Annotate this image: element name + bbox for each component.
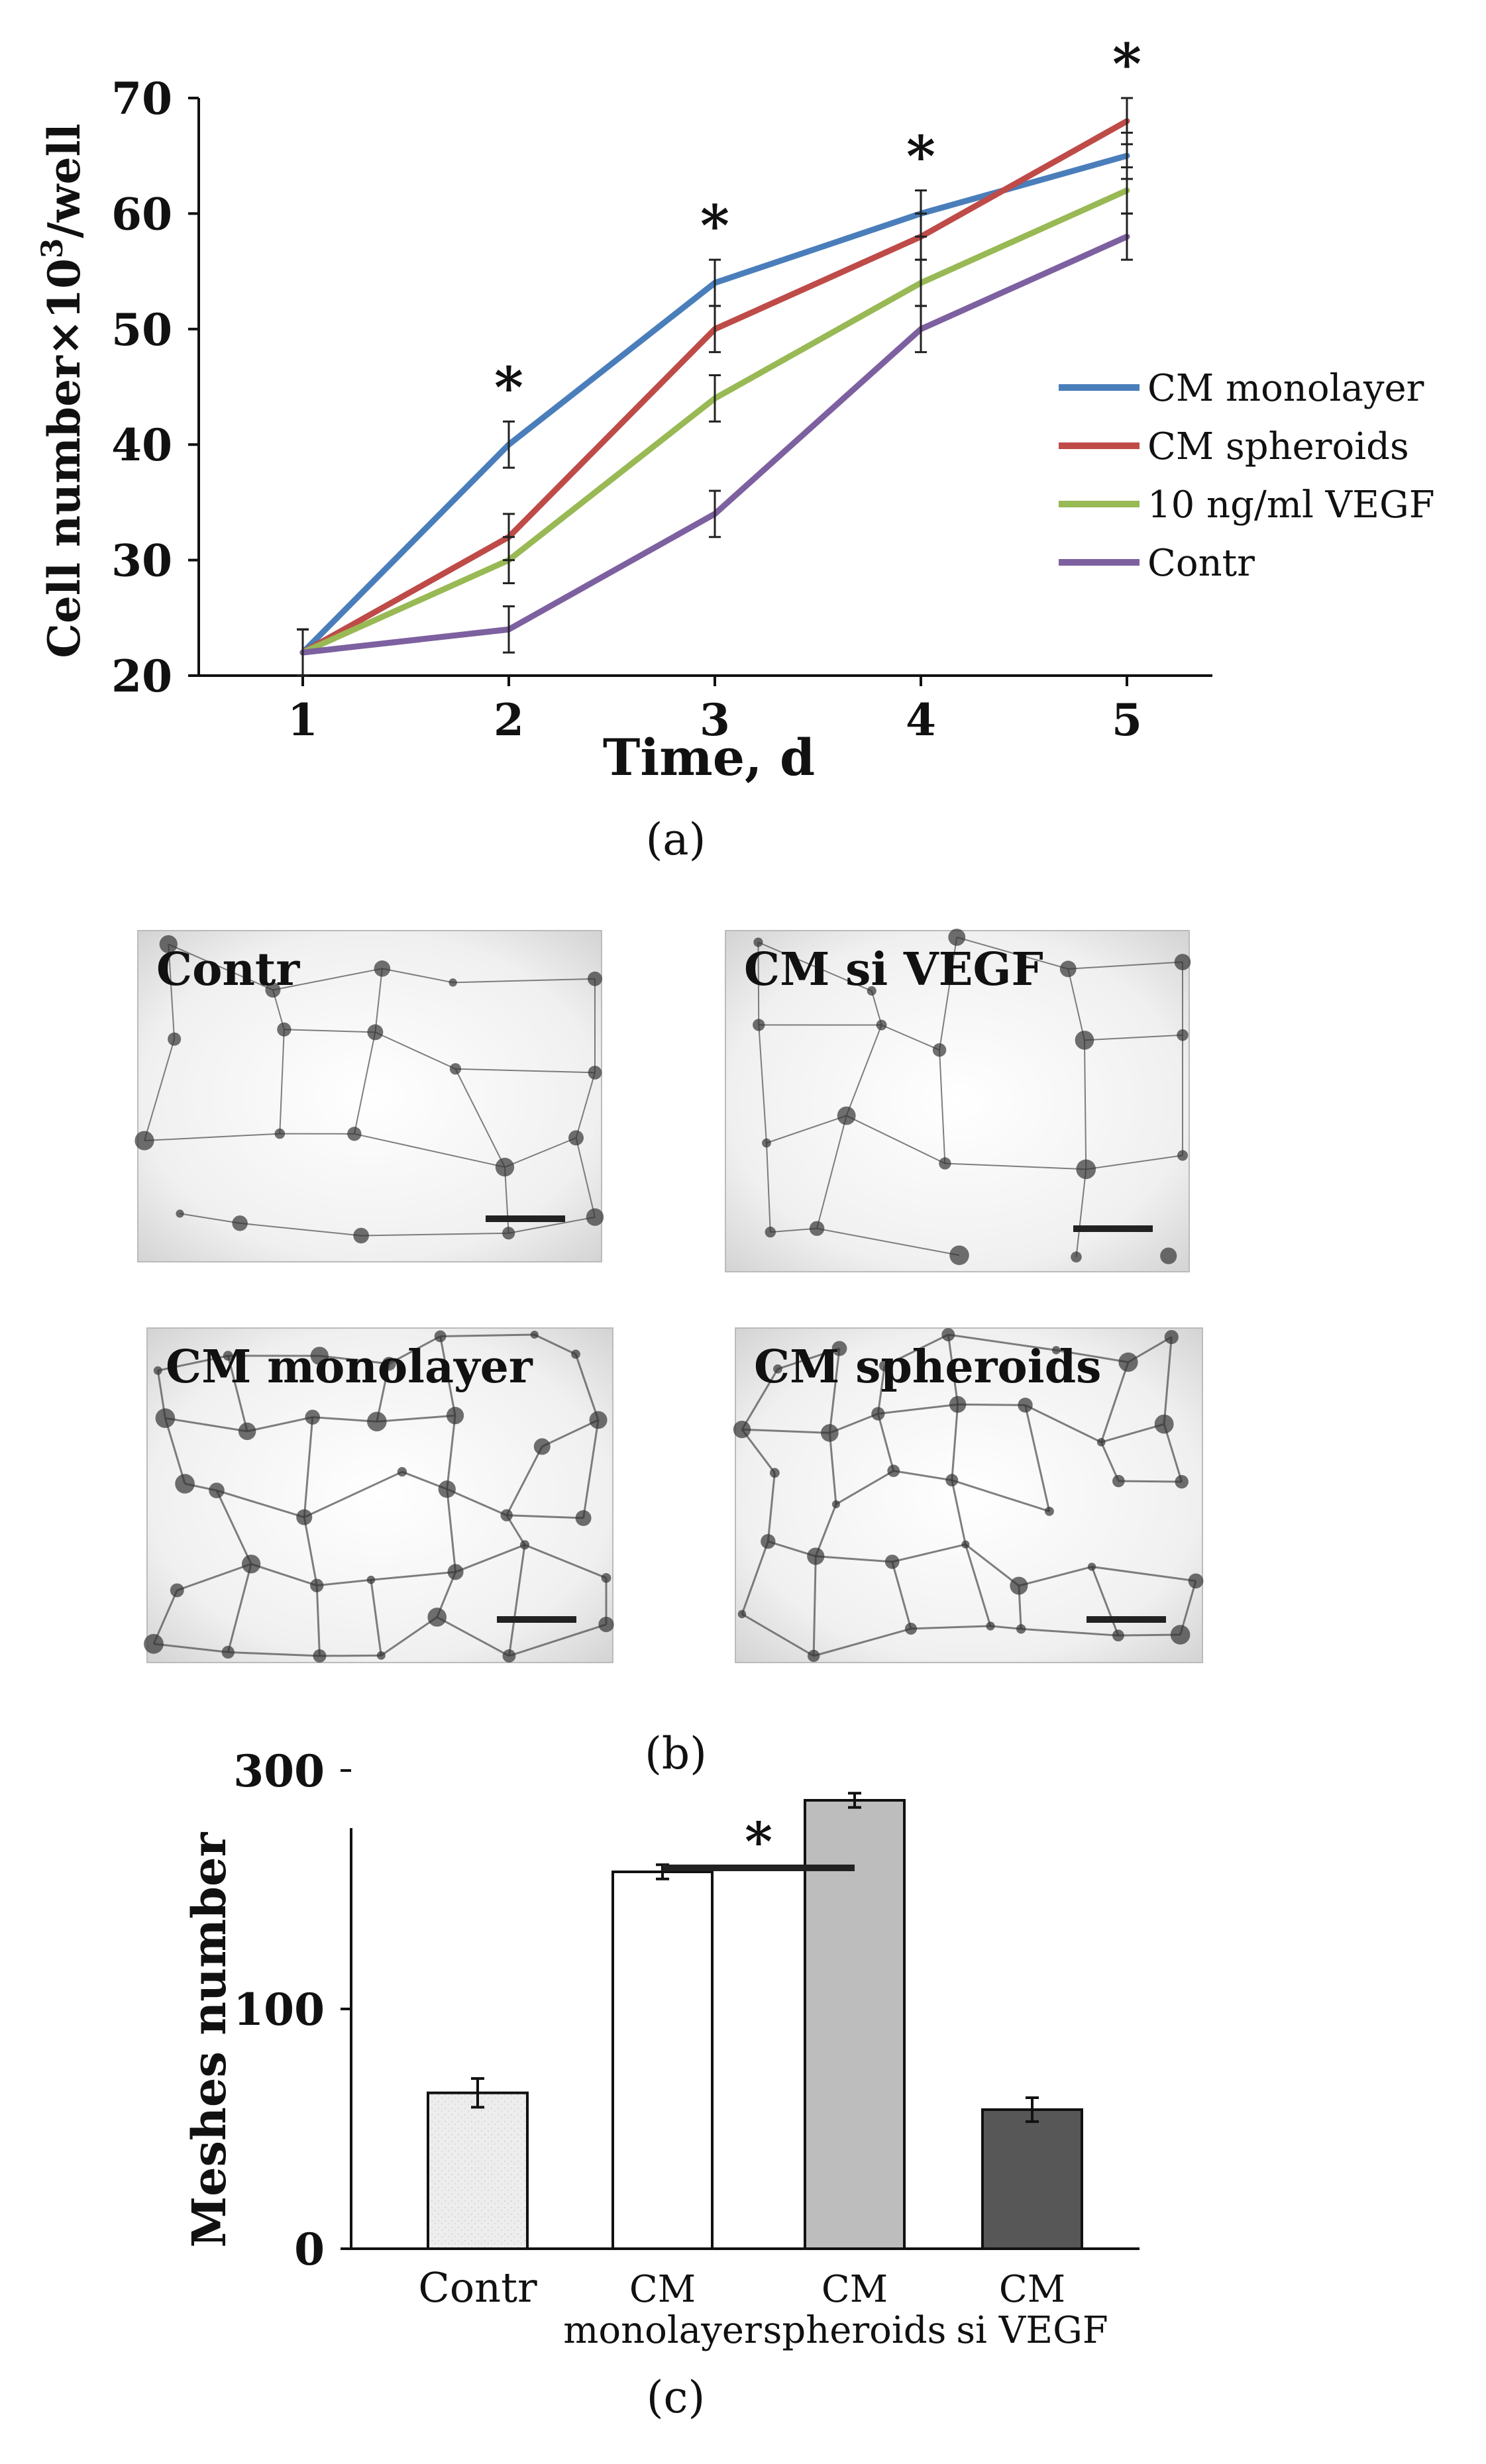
error-bar — [709, 305, 721, 354]
micrograph-label: CM monolayer — [166, 1341, 533, 1394]
line-chart: 20 30 40 50 60 70 1 2 3 4 5 * * * * Time, d Cell num… — [36, 31, 1435, 865]
significance-star: * — [1112, 31, 1141, 97]
x-tick-label: CM — [629, 2268, 696, 2311]
legend-label: Contr — [1147, 542, 1255, 585]
x-ticks: 1 2 3 4 5 — [288, 676, 1142, 746]
error-bars — [297, 97, 1133, 677]
x-tick-label: 3 — [700, 694, 730, 746]
caption-a: (a) — [646, 814, 706, 865]
significance-star: * — [700, 193, 729, 258]
bar — [611, 1871, 714, 2250]
y-ticks: 0 100 300 — [233, 1745, 351, 2275]
micrograph-label: Contr — [156, 943, 300, 996]
bar — [981, 2108, 1083, 2251]
error-bar — [1121, 212, 1133, 261]
x-tick-label: Contr — [418, 2263, 537, 2312]
error-bar — [709, 489, 721, 539]
x-tick-label: 5 — [1112, 694, 1142, 746]
y-axis-title: Meshes number — [182, 1831, 237, 2247]
legend: CM monolayer CM spheroids 10 ng/ml VEGF Con… — [1059, 367, 1435, 585]
cell-network — [144, 1330, 614, 1663]
error-bar — [471, 2077, 484, 2109]
y-tick-label: 100 — [233, 1984, 325, 2035]
x-tick-label: monolayer — [563, 2309, 762, 2352]
x-tick-label: 2 — [494, 694, 524, 746]
cell-network — [753, 929, 1191, 1265]
micrograph: CM monolayer — [144, 1327, 614, 1663]
bars — [427, 1792, 1083, 2251]
significance-star: * — [906, 124, 935, 189]
y-tick-label: 40 — [111, 419, 172, 471]
error-bar — [709, 374, 721, 423]
caption-c: (c) — [647, 2372, 705, 2423]
x-axis-title: Time, d — [603, 728, 815, 787]
y-axis-title-main: Cell number×10 — [38, 258, 90, 658]
x-tick-label: CM — [999, 2268, 1065, 2311]
y-tick-label: 60 — [111, 188, 172, 240]
micrograph-label: CM si VEGF — [744, 943, 1043, 996]
y-axis-title: Cell number×103/well — [36, 123, 90, 658]
y-tick-label: 20 — [111, 650, 172, 702]
x-tick-label: CM — [822, 2268, 888, 2311]
significance-marks: * * * * — [494, 31, 1141, 420]
error-bar — [848, 1792, 861, 1809]
y-axis-title-unit: /well — [38, 123, 90, 238]
significance-star: * — [745, 1810, 772, 1873]
micrograph: CM spheroids — [733, 1327, 1204, 1663]
y-tick-label: 30 — [111, 535, 172, 587]
bar — [804, 1799, 906, 2250]
error-bar — [1121, 97, 1133, 146]
legend-label: 10 ng/ml VEGF — [1147, 484, 1435, 527]
caption-b: (b) — [645, 1728, 707, 1779]
error-bar — [1026, 2096, 1039, 2124]
significance-star: * — [494, 354, 523, 420]
micrograph: CM si VEGF — [725, 929, 1191, 1272]
legend-label: CM monolayer — [1147, 367, 1424, 410]
y-tick-label: 70 — [111, 73, 172, 125]
bar — [427, 2091, 529, 2250]
x-tick-label: spheroids — [763, 2309, 947, 2352]
cell-network — [134, 935, 604, 1244]
y-tick-label: 300 — [233, 1745, 325, 1797]
error-bar — [915, 305, 927, 354]
y-ticks: 20 30 40 50 60 70 — [111, 73, 199, 702]
y-axis-title-superscript: 3 — [36, 238, 70, 258]
micrograph: Contr — [134, 930, 604, 1262]
error-bar — [297, 628, 309, 677]
x-tick-label: 4 — [906, 694, 936, 746]
error-bar — [503, 605, 515, 654]
micrograph-label: CM spheroids — [754, 1341, 1101, 1394]
y-tick-label: 50 — [111, 304, 172, 356]
legend-label: CM spheroids — [1147, 425, 1409, 468]
y-tick-label: 0 — [294, 2224, 325, 2275]
error-bar — [503, 536, 515, 584]
error-bar — [503, 420, 515, 469]
x-tick-label: si VEGF — [956, 2309, 1108, 2352]
x-tick-label: 1 — [288, 694, 318, 746]
cell-network — [733, 1328, 1204, 1663]
